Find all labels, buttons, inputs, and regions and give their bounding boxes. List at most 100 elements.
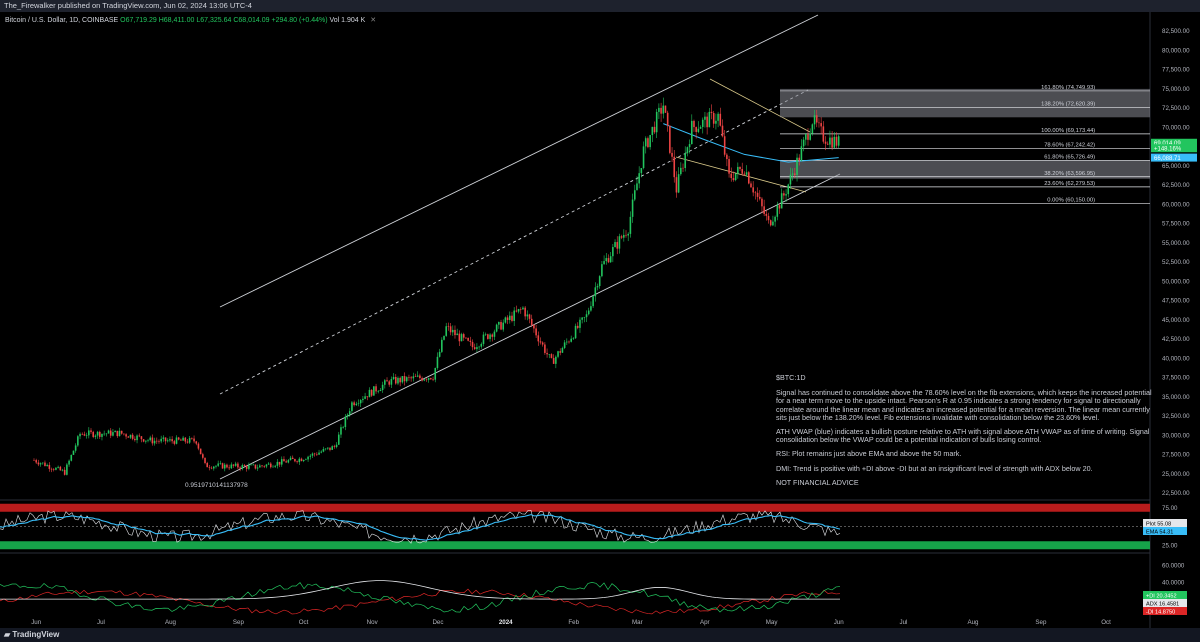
candle-body: [427, 378, 430, 380]
candle-body: [734, 173, 737, 181]
candle-body: [809, 133, 811, 140]
candle-body: [125, 434, 127, 437]
candle-body: [552, 357, 555, 364]
rsi-value-label: EMA 54.31: [1146, 529, 1173, 535]
candle-body: [644, 138, 647, 147]
candle-body: [94, 435, 97, 437]
candle-body: [173, 441, 176, 444]
dmi-plus-di-line: [0, 582, 841, 613]
candle-body: [436, 356, 439, 368]
price-axis-tick: 57,500.00: [1162, 221, 1190, 228]
candle-body: [579, 319, 581, 328]
candle-body: [351, 402, 353, 412]
candle-body: [177, 437, 180, 440]
candle-body: [701, 119, 704, 127]
candle-body: [526, 314, 529, 317]
candle-body: [114, 430, 116, 433]
candle-body: [33, 460, 35, 461]
candle-body: [274, 465, 276, 467]
candle-body: [456, 333, 458, 336]
candle-body: [294, 458, 296, 462]
candle-body: [68, 460, 70, 465]
candle-body: [283, 459, 285, 462]
candle-body: [59, 466, 62, 471]
candle-body: [796, 157, 798, 175]
candle-body: [675, 177, 678, 193]
candle-body: [162, 437, 165, 439]
candle-body: [373, 386, 375, 396]
channel-lower-line: [219, 173, 841, 480]
candle-body: [680, 167, 682, 175]
candle-body: [546, 352, 548, 355]
price-axis-tick: 35,000.00: [1162, 394, 1190, 401]
candle-body: [548, 354, 551, 355]
ath-vwap-line: [663, 123, 839, 163]
candle-body: [767, 215, 770, 221]
candle-body: [438, 351, 441, 357]
chart-canvas[interactable]: 82,500.00 80,000.00 77,500.00 75,000.00 72,5…: [0, 12, 1200, 628]
time-axis-tick: Sep: [233, 619, 245, 626]
candle-body: [388, 381, 391, 385]
time-axis-tick: May: [766, 619, 779, 626]
candle-body: [120, 430, 123, 434]
candle-body: [37, 462, 40, 465]
candle-body: [430, 378, 432, 380]
rsi-axis-tick: 75.00: [1162, 505, 1178, 512]
candle-body: [805, 134, 807, 140]
candle-body: [745, 172, 748, 175]
candle-body: [66, 464, 68, 475]
time-axis-tick: Mar: [632, 619, 643, 626]
symbol-name[interactable]: Bitcoin / U.S. Dollar, 1D, COINBASE: [5, 17, 119, 24]
candle-body: [811, 124, 814, 134]
candle-body: [484, 334, 487, 335]
candle-body: [818, 122, 820, 124]
candle-body: [245, 465, 248, 469]
candle-body: [710, 111, 713, 113]
price-axis-tick: 27,500.00: [1162, 452, 1190, 459]
candle-body: [366, 396, 369, 398]
candle-body: [112, 432, 114, 436]
candle-body: [715, 120, 717, 124]
candle-body: [826, 143, 829, 145]
candle-body: [311, 453, 314, 456]
candle-body: [193, 438, 195, 442]
candle-body: [392, 376, 395, 380]
candle-body: [375, 386, 377, 392]
candle-body: [758, 196, 761, 199]
candle-body: [666, 112, 669, 126]
tradingview-logo[interactable]: ▰ TradingView: [4, 630, 60, 639]
close-legend-icon[interactable]: ✕: [370, 17, 377, 24]
candle-body: [405, 377, 408, 382]
candle-body: [623, 234, 625, 238]
candle-body: [419, 375, 421, 379]
candle-body: [574, 325, 577, 339]
notes-paragraph-dmi: DMI: Trend is positive with +DI above -D…: [776, 463, 1093, 473]
low-value: L67,325.64: [196, 17, 232, 24]
price-tag-label: 69,014.09: [1154, 141, 1181, 147]
candle-body: [603, 261, 605, 265]
candle-body: [394, 376, 397, 384]
candle-body: [598, 276, 601, 287]
candle-body: [166, 440, 169, 442]
candle-body: [605, 258, 608, 262]
candle-body: [504, 317, 507, 323]
candle-body: [785, 194, 787, 196]
candle-body: [309, 455, 312, 457]
candle-body: [625, 234, 627, 236]
candle-body: [649, 135, 651, 148]
candle-body: [199, 448, 202, 455]
candle-body: [583, 317, 586, 318]
candle-body: [594, 287, 597, 297]
time-axis-tick: Nov: [367, 619, 379, 626]
candle-body: [684, 153, 687, 169]
candle-body: [368, 389, 371, 398]
candle-body: [458, 333, 461, 342]
candle-body: [480, 343, 483, 347]
time-axis-tick: Apr: [700, 619, 710, 626]
candle-body: [381, 384, 384, 391]
candle-body: [250, 464, 252, 466]
notes-paragraph-rsi: RSI: Plot remains just above EMA and abo…: [776, 449, 962, 459]
candle-body: [704, 116, 706, 120]
candle-body: [519, 309, 522, 310]
candle-body: [129, 434, 132, 438]
